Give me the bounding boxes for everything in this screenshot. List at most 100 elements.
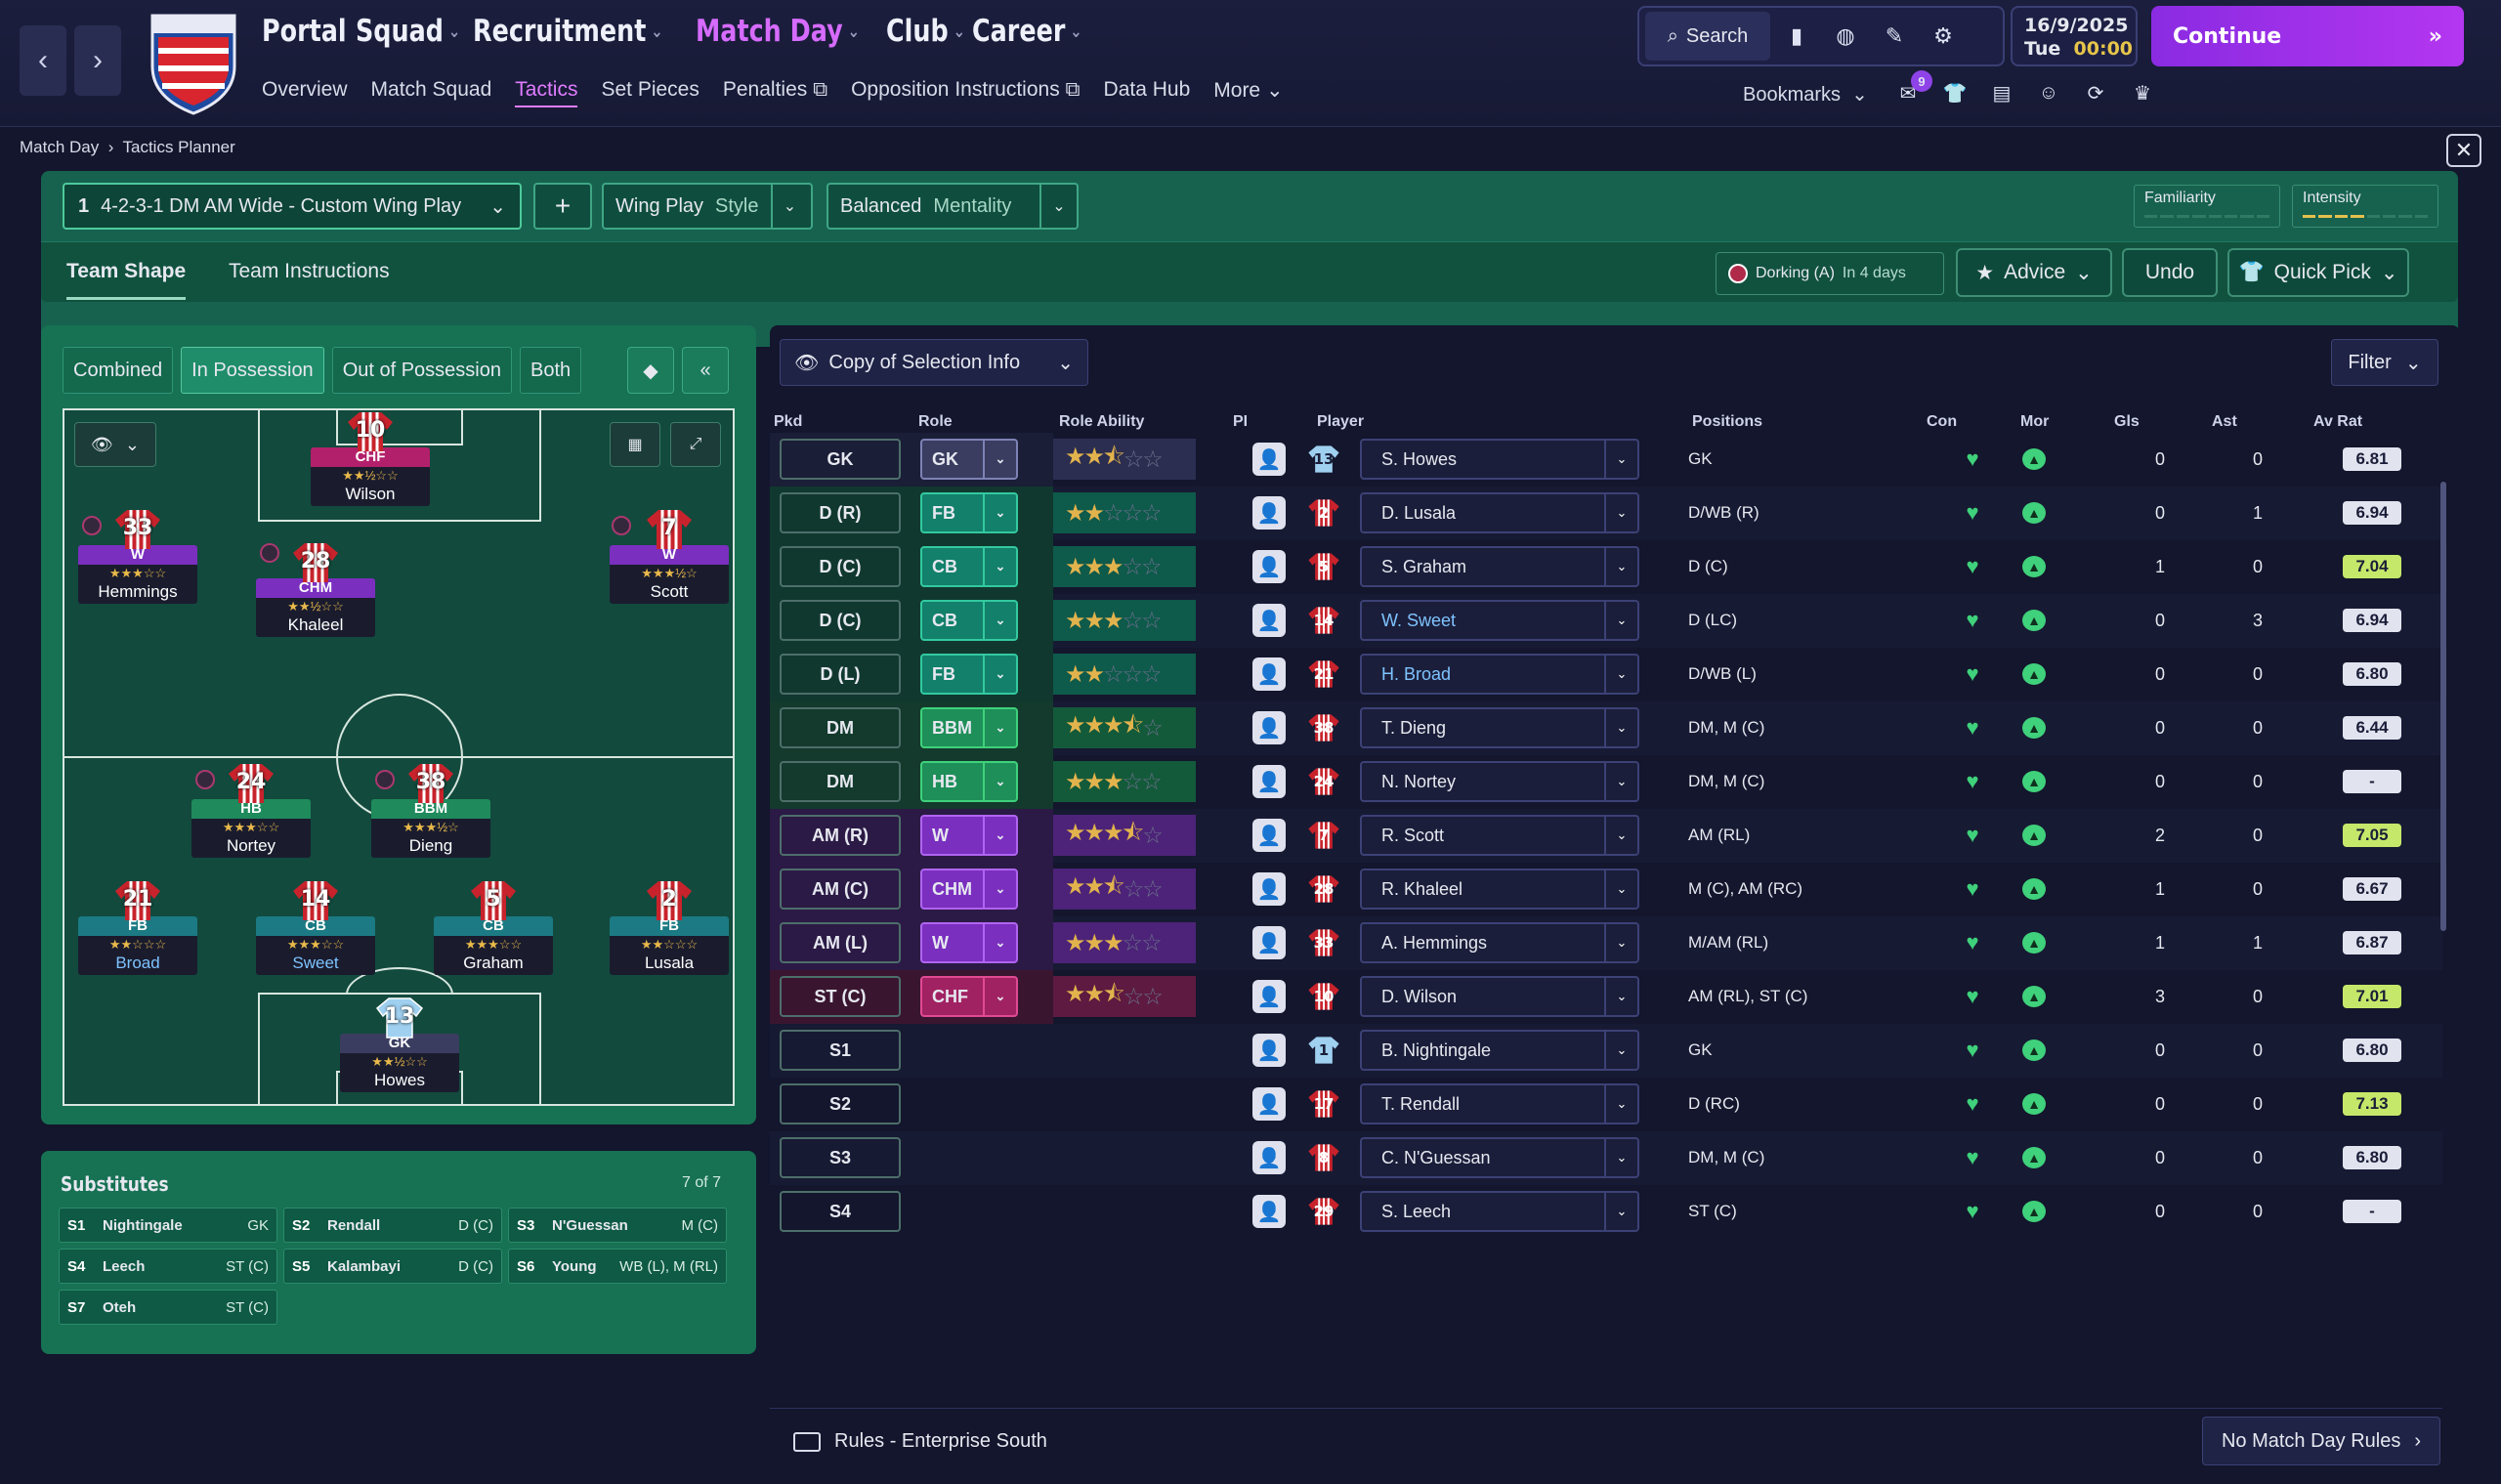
visibility-dropdown[interactable]: 👁 ⌄ [74,422,156,467]
player-instructions-icon[interactable]: 👤 [1252,1195,1286,1228]
substitute-young[interactable]: S6 Young WB (L), M (RL) [508,1249,727,1284]
picked-position[interactable]: D (R) [780,492,901,533]
table-row[interactable]: D (C) CB ⌄ ★★★ ☆☆ 👤 5 S. Graham ⌄ D (C) ♥ ▲ 1 0 7.04 [770,540,2442,594]
subnav-match-squad[interactable]: Match Squad [370,78,492,101]
search-button[interactable]: ⌕ Search [1645,12,1770,61]
player-select-dropdown[interactable]: S. Howes ⌄ [1360,439,1639,480]
close-icon[interactable]: ✕ [2446,134,2481,167]
pitch-player-khaleel[interactable]: 28 CHM ★★½☆☆ Khaleel [256,541,375,637]
column-header-positions[interactable]: Positions [1692,413,1763,430]
role-dropdown[interactable]: CHM ⌄ [920,869,1018,910]
column-header-gls[interactable]: Gls [2114,413,2140,430]
pitch-player-graham[interactable]: 5 CB ★★★☆☆ Graham [434,879,553,975]
role-dropdown[interactable]: W ⌄ [920,815,1018,856]
pitch-player-broad[interactable]: 21 FB ★★☆☆☆ Broad [78,879,197,975]
table-row[interactable]: GK GK ⌄ ★★⯪ ☆☆ 👤 13 S. Howes ⌄ GK ♥ ▲ 0 0 6.81 [770,433,2442,487]
clipboard-icon[interactable]: ▤ [1992,82,2012,105]
table-row[interactable]: D (L) FB ⌄ ★★ ☆☆☆ 👤 21 H. Broad ⌄ D/WB (L) ♥ ▲ 0 0 6.8… [770,648,2442,701]
continue-button[interactable]: Continue» [2151,6,2464,66]
inbox-icon[interactable]: ✉ 9 [1893,70,1932,107]
player-instructions-icon[interactable]: 👤 [1252,550,1286,583]
pitch-player-dieng[interactable]: 38 BBM ★★★½☆ Dieng [371,762,490,858]
column-header-player[interactable]: Player [1317,413,1365,430]
globe-icon[interactable]: ◍ [1836,23,1855,48]
subnav-data-hub[interactable]: Data Hub [1103,78,1191,101]
player-select-dropdown[interactable]: A. Hemmings ⌄ [1360,922,1639,963]
picked-position[interactable]: D (L) [780,654,901,695]
filter-button[interactable]: Filter ⌄ [2331,339,2438,386]
player-select-dropdown[interactable]: S. Graham ⌄ [1360,546,1639,587]
table-row[interactable]: S3 👤 8 C. N'Guessan ⌄ DM, M (C) ♥ ▲ 0 0 6.80 [770,1131,2442,1185]
picked-position[interactable]: S1 [780,1030,901,1071]
pitch-tab-combined[interactable]: Combined [63,347,174,394]
table-row[interactable]: DM BBM ⌄ ★★★⯪ ☆ 👤 38 T. Dieng ⌄ DM, M (C) ♥ ▲ 0 0 6.44 [770,701,2442,755]
trophy-icon[interactable]: ♛ [2134,82,2151,105]
column-header-av-rat[interactable]: Av Rat [2313,413,2363,430]
no-match-day-rules-button[interactable]: No Match Day Rules › [2202,1417,2440,1465]
table-row[interactable]: S2 👤 17 T. Rendall ⌄ D (RC) ♥ ▲ 0 0 7.13 [770,1078,2442,1131]
selection-info-dropdown[interactable]: 👁 Copy of Selection Info ⌄ [780,339,1088,386]
table-row[interactable]: D (R) FB ⌄ ★★ ☆☆☆ 👤 2 D. Lusala ⌄ D/WB (R) ♥ ▲ 0 1 6.9… [770,487,2442,540]
table-row[interactable]: AM (L) W ⌄ ★★★ ☆☆ 👤 33 A. Hemmings ⌄ M/AM (RL) ♥ ▲ 1… [770,916,2442,970]
nav-portal[interactable]: Portal [262,14,347,49]
player-instructions-icon[interactable]: 👤 [1252,819,1286,852]
role-dropdown[interactable]: CHF ⌄ [920,976,1018,1017]
pitch-player-nortey[interactable]: 24 HB ★★★☆☆ Nortey [191,762,311,858]
nav-match-day[interactable]: Match Day ⌄ [695,14,860,49]
intensity-meter[interactable]: Intensity [2292,185,2438,228]
player-select-dropdown[interactable]: C. N'Guessan ⌄ [1360,1137,1639,1178]
substitute-rendall[interactable]: S2 Rendall D (C) [283,1208,502,1243]
substitute-kalambayi[interactable]: S5 Kalambayi D (C) [283,1249,502,1284]
nav-squad[interactable]: Squad ⌄ [355,14,460,49]
pitch-player-lusala[interactable]: 2 FB ★★☆☆☆ Lusala [610,879,729,975]
player-instructions-icon[interactable]: 👤 [1252,1034,1286,1067]
picked-position[interactable]: D (C) [780,546,901,587]
next-match-info[interactable]: Dorking (A) In 4 days [1716,252,1944,295]
picked-position[interactable]: AM (L) [780,922,901,963]
subnav-tactics[interactable]: Tactics [515,78,578,107]
player-instructions-icon[interactable]: 👤 [1252,872,1286,906]
player-instructions-icon[interactable]: 👤 [1252,980,1286,1013]
settings-gear-icon[interactable]: ⚙ [1933,23,1953,48]
table-row[interactable]: S1 👤 1 B. Nightingale ⌄ GK ♥ ▲ 0 0 6.80 [770,1024,2442,1078]
pitch-player-sweet[interactable]: 14 CB ★★★☆☆ Sweet [256,879,375,975]
player-select-dropdown[interactable]: R. Scott ⌄ [1360,815,1639,856]
pitch-tab-in-possession[interactable]: In Possession [181,347,324,394]
player-select-dropdown[interactable]: N. Nortey ⌄ [1360,761,1639,802]
grid-icon[interactable]: ▦ [610,422,660,467]
column-header-ast[interactable]: Ast [2212,413,2237,430]
staff-icon[interactable]: ☺ [2038,81,2059,104]
diamond-view-icon[interactable]: ◆ [627,347,674,394]
player-instructions-icon[interactable]: 👤 [1252,657,1286,691]
player-select-dropdown[interactable]: R. Khaleel ⌄ [1360,869,1639,910]
player-instructions-icon[interactable]: 👤 [1252,765,1286,798]
advice-dropdown[interactable]: ★ Advice ⌄ [1956,248,2112,297]
subnav-overview[interactable]: Overview [262,78,348,101]
pitch-player-hemmings[interactable]: 33 W ★★★☆☆ Hemmings [78,508,197,604]
back-button[interactable]: ‹ [20,25,66,96]
breadcrumb-parent[interactable]: Match Day [20,138,100,156]
picked-position[interactable]: DM [780,761,901,802]
pitch-tab-out-of-possession[interactable]: Out of Possession [331,347,512,394]
familiarity-meter[interactable]: Familiarity [2134,185,2280,228]
picked-position[interactable]: AM (R) [780,815,901,856]
substitute-nguessan[interactable]: S3 N'Guessan M (C) [508,1208,727,1243]
picked-position[interactable]: S4 [780,1191,901,1232]
player-select-dropdown[interactable]: B. Nightingale ⌄ [1360,1030,1639,1071]
player-select-dropdown[interactable]: D. Lusala ⌄ [1360,492,1639,533]
player-select-dropdown[interactable]: D. Wilson ⌄ [1360,976,1639,1017]
refresh-icon[interactable]: ⟳ [2087,82,2104,105]
role-dropdown[interactable]: FB ⌄ [920,492,1018,533]
add-tactic-button[interactable]: + [533,183,592,230]
undo-button[interactable]: Undo [2122,248,2218,297]
role-dropdown[interactable]: FB ⌄ [920,654,1018,695]
player-instructions-icon[interactable]: 👤 [1252,443,1286,476]
player-select-dropdown[interactable]: T. Rendall ⌄ [1360,1083,1639,1124]
picked-position[interactable]: AM (C) [780,869,901,910]
nav-recruitment[interactable]: Recruitment ⌄ [473,14,664,49]
column-header-role[interactable]: Role [918,413,953,430]
player-select-dropdown[interactable]: H. Broad ⌄ [1360,654,1639,695]
role-dropdown[interactable]: GK ⌄ [920,439,1018,480]
table-row[interactable]: ST (C) CHF ⌄ ★★⯪ ☆☆ 👤 10 D. Wilson ⌄ AM (RL), ST … [770,970,2442,1024]
tab-team-instructions[interactable]: Team Instructions [229,260,390,282]
